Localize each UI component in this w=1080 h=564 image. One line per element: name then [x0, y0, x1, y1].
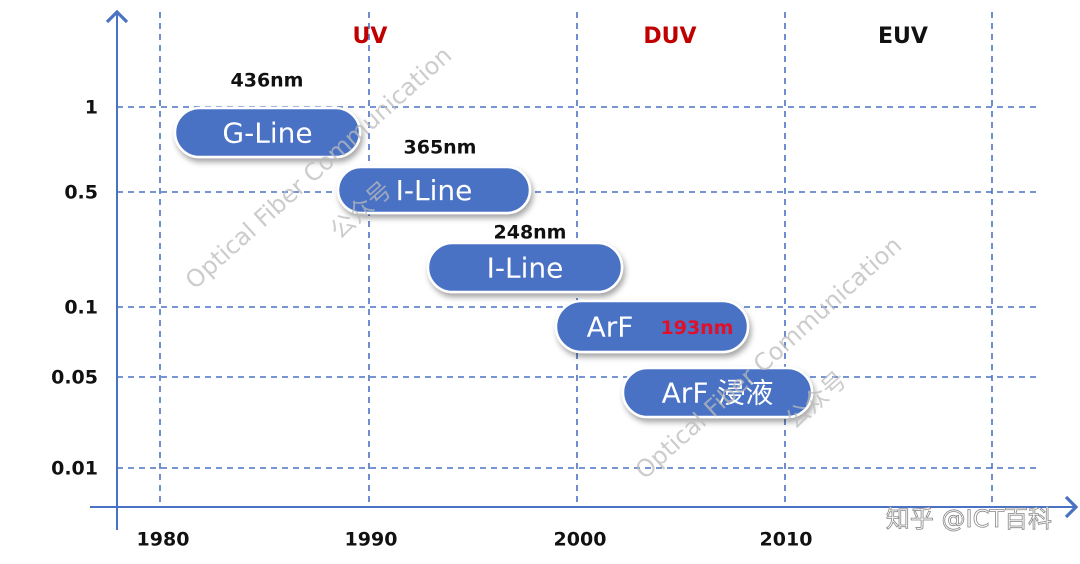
x-label: 1980 — [137, 529, 190, 551]
bar-note: 248nm — [494, 222, 567, 244]
watermark: Optical Fiber Communication — [630, 231, 907, 485]
bar-label: I-Line — [396, 174, 473, 207]
y-label: 0.1 — [64, 297, 98, 319]
y-label: 1 — [85, 97, 98, 119]
x-label: 2010 — [760, 529, 813, 551]
bar-note: 365nm — [404, 137, 477, 159]
y-label: 0.01 — [51, 458, 98, 480]
y-label: 0.5 — [64, 182, 98, 204]
bar-pill — [173, 106, 362, 159]
bar-pill — [336, 165, 532, 215]
bar-pill — [554, 299, 750, 354]
bar-pill — [621, 366, 814, 419]
region-label: UV — [353, 24, 388, 49]
bar-label: I-Line — [487, 252, 564, 285]
bar-note: 193nm — [661, 317, 734, 339]
bar-note: 436nm — [231, 70, 304, 92]
credit: 知乎 @ICT百科 — [886, 505, 1052, 533]
bar-label: G-Line — [222, 117, 312, 150]
y-label: 0.05 — [51, 367, 98, 389]
region-label: DUV — [643, 24, 696, 49]
bar-label: ArF — [587, 311, 634, 344]
content: 1 0.5 0.1 0.05 0.01 1980 1990 2000 2010 UV DUV EUV G… — [51, 24, 1052, 551]
x-label: 2000 — [554, 529, 607, 551]
bar-pill — [426, 241, 624, 294]
region-label: EUV — [878, 24, 928, 49]
x-label: 1990 — [345, 529, 398, 551]
bar-label: ArF 浸液 — [662, 377, 774, 410]
